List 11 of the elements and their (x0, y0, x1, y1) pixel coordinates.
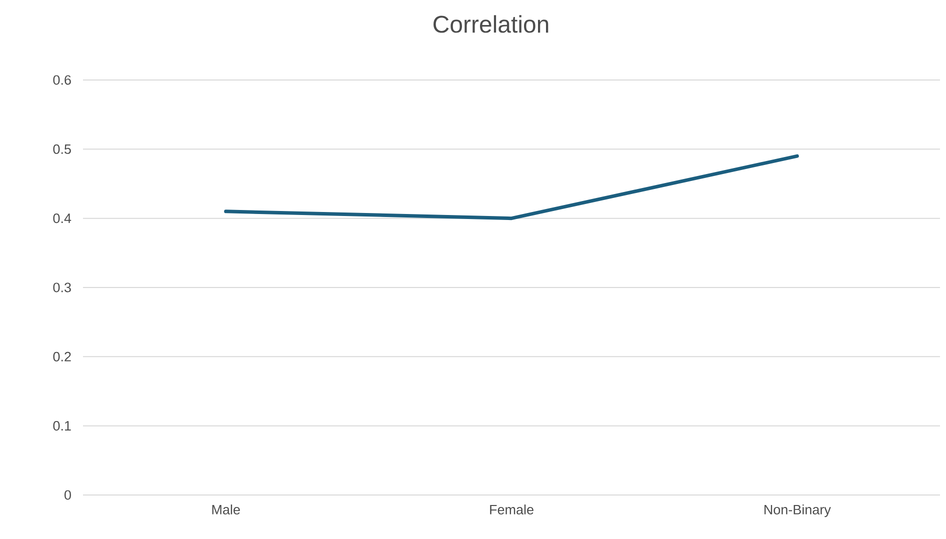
y-tick-label: 0.2 (53, 352, 71, 362)
y-tick-label: 0.5 (53, 144, 71, 154)
chart-title: Correlation (434, 15, 548, 33)
y-tick-label: 0.6 (53, 75, 71, 85)
x-tick-label: Male (212, 504, 240, 514)
x-tick-label: Female (490, 504, 534, 514)
y-tick-label: 0.3 (53, 282, 71, 292)
y-tick-label: 0.1 (53, 421, 71, 431)
x-tick-label: Non-Binary (764, 504, 831, 518)
y-tick-label: 0.4 (53, 214, 72, 224)
y-tick-label: 0 (64, 490, 71, 500)
